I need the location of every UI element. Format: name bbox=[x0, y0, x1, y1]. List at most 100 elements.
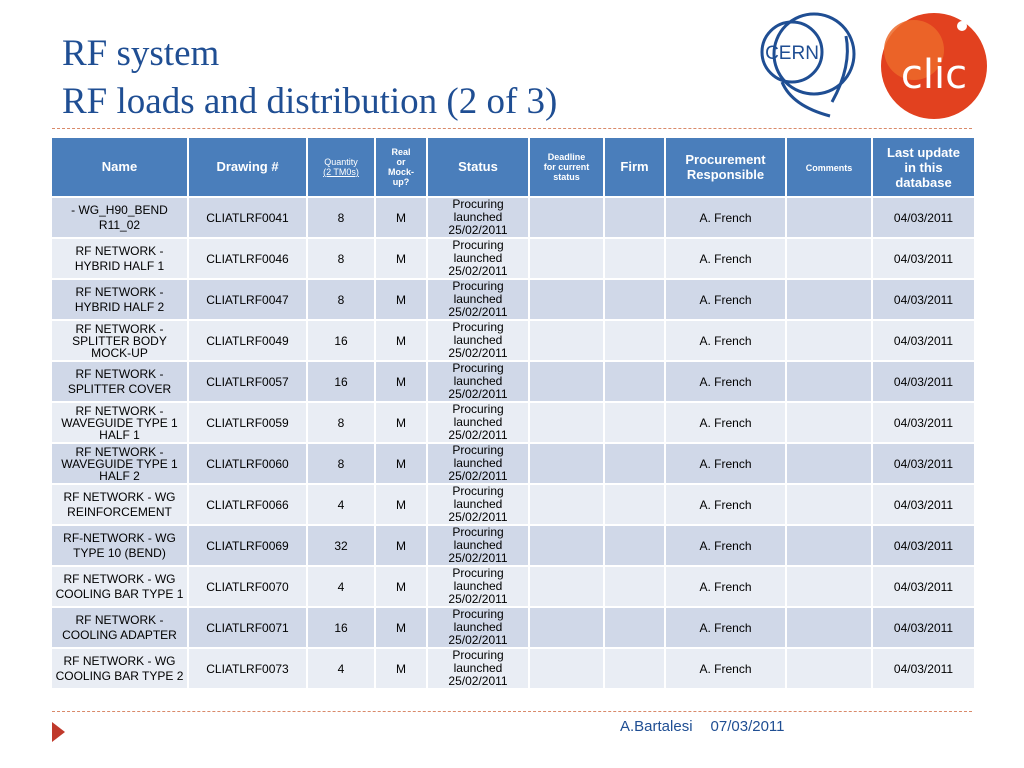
cell-quantity: 16 bbox=[306, 360, 376, 403]
cell-deadline bbox=[528, 278, 605, 321]
col-header-status: Status bbox=[426, 136, 530, 198]
col-header-last-update: Last update in this database bbox=[871, 136, 976, 198]
top-divider bbox=[52, 128, 972, 129]
col-header-drawing: Drawing # bbox=[187, 136, 308, 198]
table-row: RF NETWORK - WG REINFORCEMENT CLIATLRF00… bbox=[50, 483, 976, 526]
cell-comments bbox=[785, 237, 873, 280]
cell-deadline bbox=[528, 647, 605, 690]
cell-firm bbox=[603, 237, 666, 280]
cell-real: M bbox=[374, 196, 428, 239]
col-header-name: Name bbox=[50, 136, 189, 198]
cell-name: RF NETWORK - HYBRID HALF 2 bbox=[50, 278, 189, 321]
cell-real: M bbox=[374, 647, 428, 690]
cell-status: Procuring launched 25/02/2011 bbox=[426, 565, 530, 608]
cell-firm bbox=[603, 401, 666, 444]
footer-date: 07/03/2011 bbox=[710, 718, 785, 735]
cell-comments bbox=[785, 360, 873, 403]
cell-firm bbox=[603, 483, 666, 526]
cell-quantity: 8 bbox=[306, 237, 376, 280]
col-header-firm: Firm bbox=[603, 136, 666, 198]
cell-last-update: 04/03/2011 bbox=[871, 647, 976, 690]
cell-deadline bbox=[528, 524, 605, 567]
table-row: RF NETWORK - WAVEGUIDE TYPE 1 HALF 1 CLI… bbox=[50, 401, 976, 444]
cell-drawing: CLIATLRF0046 bbox=[187, 237, 308, 280]
cern-logo-text: CERN bbox=[765, 43, 819, 64]
table-row: RF NETWORK - SPLITTER BODY MOCK-UP CLIAT… bbox=[50, 319, 976, 362]
cell-quantity: 8 bbox=[306, 442, 376, 485]
cell-deadline bbox=[528, 196, 605, 239]
cell-deadline bbox=[528, 401, 605, 444]
cell-name: RF NETWORK - SPLITTER BODY MOCK-UP bbox=[50, 319, 189, 362]
cell-drawing: CLIATLRF0066 bbox=[187, 483, 308, 526]
cell-last-update: 04/03/2011 bbox=[871, 401, 976, 444]
col-header-procurement: Procurement Responsible bbox=[664, 136, 787, 198]
table-row: RF NETWORK - WAVEGUIDE TYPE 1 HALF 2 CLI… bbox=[50, 442, 976, 485]
cell-status: Procuring launched 25/02/2011 bbox=[426, 360, 530, 403]
cell-name: RF NETWORK - WG REINFORCEMENT bbox=[50, 483, 189, 526]
cell-firm bbox=[603, 524, 666, 567]
cell-status: Procuring launched 25/02/2011 bbox=[426, 401, 530, 444]
cell-drawing: CLIATLRF0070 bbox=[187, 565, 308, 608]
cell-quantity: 8 bbox=[306, 278, 376, 321]
table-header-row: Name Drawing # Quantity (2 TM0s) Real or Mo… bbox=[50, 136, 976, 198]
cell-last-update: 04/03/2011 bbox=[871, 278, 976, 321]
slide-title-line2: RF loads and distribution (2 of 3) bbox=[62, 81, 558, 122]
table-row: RF NETWORK - WG COOLING BAR TYPE 1 CLIAT… bbox=[50, 565, 976, 608]
cell-responsible: A. French bbox=[664, 524, 787, 567]
cell-responsible: A. French bbox=[664, 647, 787, 690]
cell-firm bbox=[603, 360, 666, 403]
slide-title: RF system RF loads and distribution (2 o… bbox=[62, 30, 557, 126]
cell-drawing: CLIATLRF0057 bbox=[187, 360, 308, 403]
cell-status: Procuring launched 25/02/2011 bbox=[426, 442, 530, 485]
cell-firm bbox=[603, 606, 666, 649]
cell-responsible: A. French bbox=[664, 196, 787, 239]
cell-drawing: CLIATLRF0047 bbox=[187, 278, 308, 321]
cell-drawing: CLIATLRF0073 bbox=[187, 647, 308, 690]
table-row: RF NETWORK - COOLING ADAPTER CLIATLRF007… bbox=[50, 606, 976, 649]
cell-real: M bbox=[374, 319, 428, 362]
cell-real: M bbox=[374, 442, 428, 485]
cell-firm bbox=[603, 278, 666, 321]
cell-name: - WG_H90_BEND R11_02 bbox=[50, 196, 189, 239]
cell-real: M bbox=[374, 278, 428, 321]
cell-last-update: 04/03/2011 bbox=[871, 606, 976, 649]
cell-quantity: 4 bbox=[306, 483, 376, 526]
cell-name: RF NETWORK - COOLING ADAPTER bbox=[50, 606, 189, 649]
cell-status: Procuring launched 25/02/2011 bbox=[426, 319, 530, 362]
cell-deadline bbox=[528, 360, 605, 403]
cell-name: RF NETWORK - WG COOLING BAR TYPE 2 bbox=[50, 647, 189, 690]
col-header-deadline: Deadline for current status bbox=[528, 136, 605, 198]
cell-last-update: 04/03/2011 bbox=[871, 565, 976, 608]
cell-deadline bbox=[528, 483, 605, 526]
cell-name: RF NETWORK - SPLITTER COVER bbox=[50, 360, 189, 403]
cell-quantity: 32 bbox=[306, 524, 376, 567]
cell-comments bbox=[785, 524, 873, 567]
cell-real: M bbox=[374, 524, 428, 567]
cell-responsible: A. French bbox=[664, 401, 787, 444]
cell-firm bbox=[603, 565, 666, 608]
cell-drawing: CLIATLRF0060 bbox=[187, 442, 308, 485]
cell-responsible: A. French bbox=[664, 278, 787, 321]
cell-responsible: A. French bbox=[664, 483, 787, 526]
cell-status: Procuring launched 25/02/2011 bbox=[426, 278, 530, 321]
cell-responsible: A. French bbox=[664, 237, 787, 280]
cell-comments bbox=[785, 483, 873, 526]
cell-responsible: A. French bbox=[664, 442, 787, 485]
cell-real: M bbox=[374, 401, 428, 444]
cell-firm bbox=[603, 319, 666, 362]
cell-firm bbox=[603, 196, 666, 239]
cell-quantity: 16 bbox=[306, 319, 376, 362]
cell-firm bbox=[603, 647, 666, 690]
cell-drawing: CLIATLRF0071 bbox=[187, 606, 308, 649]
cell-status: Procuring launched 25/02/2011 bbox=[426, 483, 530, 526]
cell-comments bbox=[785, 442, 873, 485]
cell-name: RF-NETWORK - WG TYPE 10 (BEND) bbox=[50, 524, 189, 567]
cell-name: RF NETWORK - HYBRID HALF 1 bbox=[50, 237, 189, 280]
cell-firm bbox=[603, 442, 666, 485]
cell-deadline bbox=[528, 442, 605, 485]
cell-responsible: A. French bbox=[664, 565, 787, 608]
cell-last-update: 04/03/2011 bbox=[871, 237, 976, 280]
cell-drawing: CLIATLRF0049 bbox=[187, 319, 308, 362]
cell-name: RF NETWORK - WAVEGUIDE TYPE 1 HALF 1 bbox=[50, 401, 189, 444]
cell-responsible: A. French bbox=[664, 319, 787, 362]
